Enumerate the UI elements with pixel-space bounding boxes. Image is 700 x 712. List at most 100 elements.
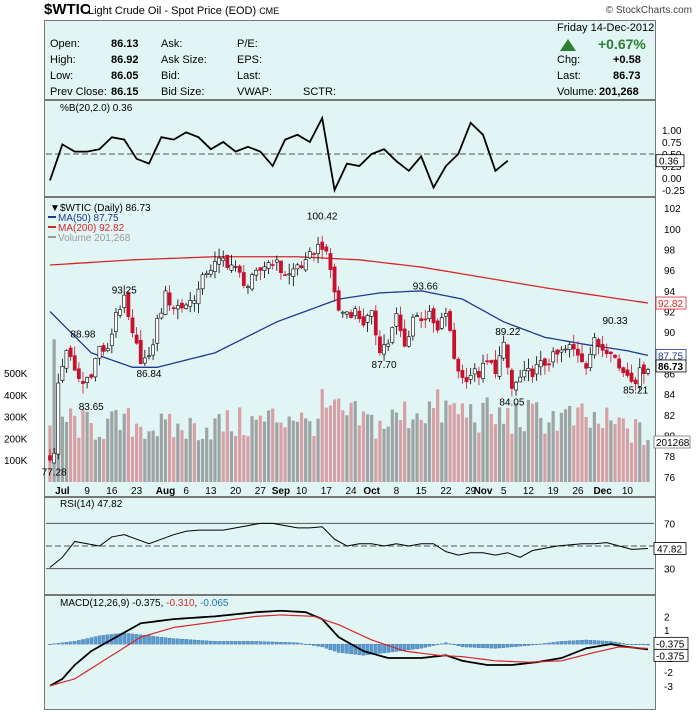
- volume-tick: 400K: [4, 391, 28, 402]
- x-tick-label: 24: [345, 486, 357, 497]
- macd-histogram-bar: [303, 643, 308, 645]
- candle-body: [349, 312, 353, 318]
- price-right-label: 87.75: [658, 351, 683, 362]
- macd-histogram-bar: [151, 636, 155, 645]
- candle-body: [118, 309, 123, 316]
- candle-body: [122, 294, 127, 308]
- macd-histogram-bar: [592, 640, 597, 645]
- macd-histogram-bar: [81, 639, 85, 645]
- volume-bar: [539, 417, 543, 482]
- macd-histogram-bar: [411, 643, 415, 650]
- percent-b-line: [49, 115, 509, 193]
- volume-bar: [81, 409, 85, 482]
- candle-body: [555, 349, 560, 355]
- candle-body: [547, 363, 551, 366]
- volume-bar: [522, 431, 526, 482]
- volume-bar: [477, 432, 481, 482]
- price-y-tick: 98: [664, 246, 676, 257]
- macd-histogram-bar: [242, 641, 246, 645]
- macd-histogram-bar: [97, 635, 102, 645]
- volume-bar: [89, 423, 93, 482]
- candle-body: [415, 315, 419, 317]
- x-tick-label: Oct: [363, 486, 380, 497]
- volume-bar: [69, 408, 73, 482]
- macd-histogram-bar: [477, 643, 481, 648]
- candle-body: [514, 381, 518, 391]
- macd-title-part: -0.065: [200, 598, 229, 609]
- macd-histogram-bar: [481, 643, 485, 648]
- macd-histogram-bar: [68, 641, 73, 645]
- volume-right-label: 201268: [656, 438, 690, 449]
- volume-bar: [159, 413, 163, 482]
- volume-bar: [266, 410, 271, 482]
- candle-body: [373, 310, 378, 336]
- volume-bar: [563, 409, 568, 482]
- candle-body: [468, 374, 473, 380]
- macd-histogram-bar: [629, 643, 634, 645]
- rsi-last-label: 47.82: [657, 544, 682, 555]
- macd-histogram-bar: [386, 643, 390, 653]
- volume-bar: [225, 410, 229, 482]
- volume-bar: [192, 423, 196, 482]
- macd-histogram-bar: [250, 641, 254, 645]
- macd-histogram-bar: [547, 642, 551, 645]
- candle-body: [299, 265, 304, 268]
- macd-histogram-bar: [638, 643, 642, 645]
- macd-histogram-bar: [427, 643, 432, 647]
- candle-body: [402, 328, 407, 347]
- candle-body: [208, 270, 213, 275]
- volume-tick: 200K: [4, 434, 28, 445]
- volume-bar: [613, 424, 617, 482]
- volume-bar: [283, 427, 287, 482]
- macd-tick: -3: [664, 682, 673, 693]
- bid-label: Bid:: [161, 70, 180, 82]
- volume-bar: [139, 426, 143, 482]
- candle-body: [328, 253, 333, 271]
- macd-histogram-bar: [60, 642, 65, 645]
- candle-body: [262, 266, 267, 271]
- percent-b-tick: -0.25: [662, 186, 685, 197]
- macd-histogram-bar: [167, 637, 172, 645]
- price-annotation: 90.33: [602, 316, 627, 327]
- volume-bar: [596, 423, 601, 482]
- sctr-label: SCTR:: [303, 86, 336, 98]
- candle-body: [567, 344, 572, 350]
- candle-body: [68, 347, 73, 357]
- volume-bar: [390, 409, 394, 482]
- macd-histogram-bar: [407, 643, 411, 651]
- volume-bar: [473, 422, 477, 482]
- volume-bar: [250, 416, 254, 482]
- eps-label: EPS:: [237, 54, 263, 66]
- macd-histogram-bar: [522, 643, 527, 647]
- candle-body: [180, 302, 184, 309]
- candle-body: [336, 290, 341, 311]
- volume-bar: [370, 414, 374, 482]
- price-y-tick: 94: [664, 287, 676, 298]
- high-label: High:: [50, 54, 76, 66]
- macd-histogram-bar: [563, 640, 568, 645]
- candle-body: [184, 304, 188, 309]
- price-annotation: 88.98: [70, 330, 95, 341]
- macd-histogram-bar: [448, 643, 452, 645]
- candle-body: [629, 372, 634, 382]
- volume-bar: [419, 419, 423, 482]
- volume-bar: [93, 439, 97, 482]
- macd-histogram-bar: [489, 643, 494, 649]
- volume-bar: [135, 423, 139, 482]
- candle-body: [641, 364, 646, 375]
- volume-bar: [374, 438, 378, 482]
- macd-histogram-bar: [77, 640, 81, 645]
- macd-histogram-bar: [299, 643, 304, 645]
- volume-bar: [638, 422, 642, 482]
- macd-histogram-bar: [221, 641, 225, 645]
- volume-bar: [275, 422, 279, 482]
- ask-label: Ask:: [161, 38, 183, 50]
- macd-histogram-bar: [642, 643, 646, 646]
- price-y-tick: 76: [664, 473, 676, 484]
- macd-histogram-bar: [324, 643, 329, 649]
- candle-body: [633, 379, 638, 385]
- candle-body: [89, 374, 94, 378]
- candle-body: [109, 333, 114, 346]
- ma200-line: [49, 256, 649, 304]
- volume-bar: [97, 436, 102, 482]
